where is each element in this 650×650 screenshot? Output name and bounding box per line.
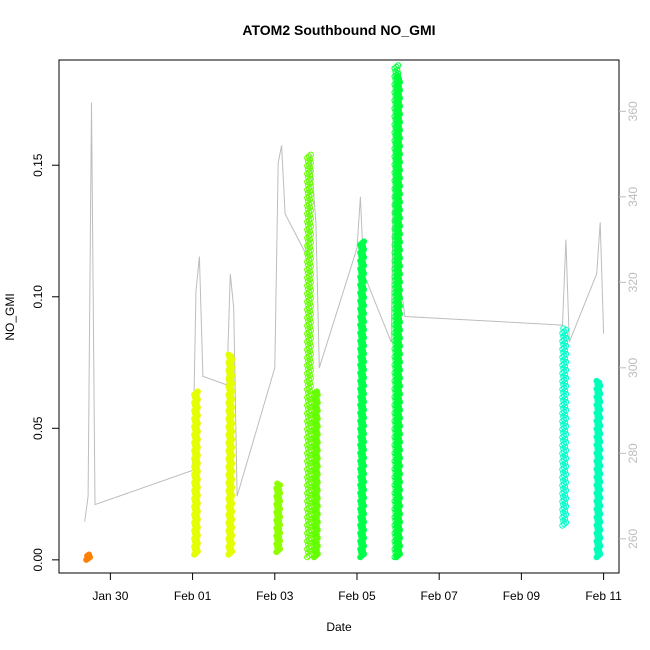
- plot-frame: [58, 59, 620, 574]
- data-point: [395, 62, 402, 69]
- y-axis-label: NO_GMI: [3, 293, 17, 340]
- data-point: [225, 351, 232, 358]
- y2-tick-label: 300: [626, 357, 640, 377]
- data-point: [593, 377, 600, 385]
- x-axis: Jan 30 Feb 01 Feb 03 Feb 05 Feb 07 Feb 09 Feb …: [92, 573, 622, 603]
- y-axis-left: 0.00 0.05 0.10 0.15: [31, 153, 59, 572]
- y2-tick-label: 260: [626, 528, 640, 548]
- x-tick-label: Jan 30: [92, 589, 128, 603]
- data-point: [561, 328, 568, 335]
- y-axis-right: 260 280 300 320 340 360: [619, 101, 640, 549]
- secondary-line-layer: [84, 85, 605, 522]
- x-tick-label: Feb 09: [503, 589, 541, 603]
- x-axis-label: Date: [326, 620, 352, 634]
- y-tick-label: 0.05: [31, 416, 45, 440]
- y2-tick-label: 340: [626, 186, 640, 206]
- x-tick-label: Feb 11: [585, 589, 622, 603]
- data-point: [391, 65, 398, 72]
- x-tick-label: Feb 03: [256, 589, 294, 603]
- data-point: [85, 551, 93, 558]
- y2-tick-label: 360: [626, 101, 640, 121]
- data-point: [304, 154, 311, 161]
- y2-tick-label: 320: [626, 272, 640, 292]
- x-tick-label: Feb 01: [174, 589, 212, 603]
- y2-tick-label: 280: [626, 443, 640, 463]
- data-point: [560, 325, 567, 332]
- y-tick-label: 0.10: [31, 285, 45, 309]
- data-point: [395, 72, 402, 79]
- chart-title: ATOM2 Southbound NO_GMI: [242, 22, 435, 38]
- data-point: [305, 153, 313, 160]
- x-tick-label: Feb 07: [421, 589, 459, 603]
- data-point: [393, 63, 400, 71]
- x-tick-label: Feb 05: [338, 589, 376, 603]
- secondary-series-line: [84, 85, 605, 522]
- data-point: [274, 480, 281, 487]
- y-tick-label: 0.00: [31, 548, 45, 572]
- data-point: [307, 151, 314, 158]
- data-point: [313, 388, 320, 395]
- y-tick-label: 0.15: [31, 153, 45, 177]
- data-point: [360, 238, 367, 245]
- data-points-layer: [83, 62, 604, 563]
- data-point: [194, 388, 201, 395]
